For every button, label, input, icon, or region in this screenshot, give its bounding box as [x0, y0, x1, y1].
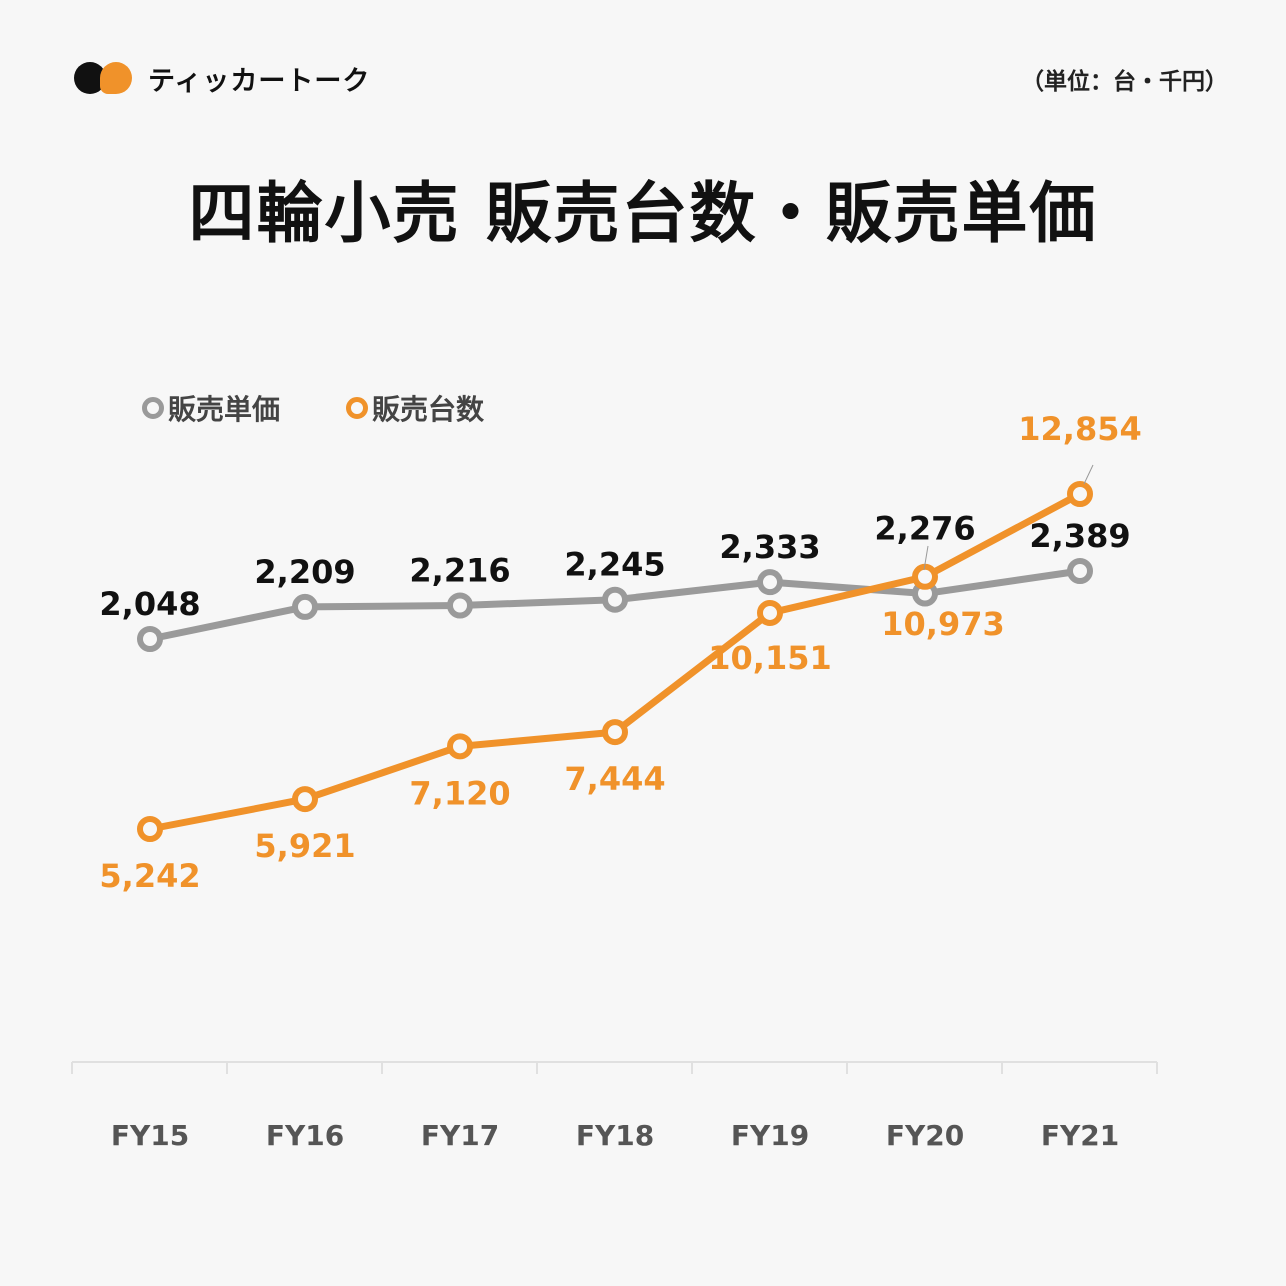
undefined-point [757, 599, 783, 626]
units-data-label: 7,120 [409, 774, 510, 812]
price-data-label: 2,245 [564, 546, 665, 584]
units-data-label: 7,444 [564, 760, 665, 798]
x-tick-label: FY17 [421, 1119, 499, 1152]
page-title: 四輪小売 販売台数・販売単価 [188, 175, 1098, 252]
units-data-label: 5,242 [99, 857, 200, 895]
price-data-label: 2,389 [1029, 517, 1130, 555]
unit-note: （単位：台・千円） [1021, 69, 1228, 95]
x-tick-label: FY15 [111, 1119, 189, 1152]
price-data-label: 2,276 [874, 510, 975, 548]
price-data-label: 2,209 [254, 553, 355, 591]
units-leader-line [1083, 464, 1094, 485]
units-data-label: 5,921 [254, 827, 355, 865]
chart-legend: 販売単価 販売台数 [142, 388, 484, 428]
undefined-point [912, 563, 938, 590]
brand: ティッカートーク [74, 58, 370, 98]
legend-item-units: 販売台数 [346, 388, 484, 428]
units-data-label: 12,854 [1018, 410, 1141, 448]
undefined-point [137, 816, 163, 842]
x-tick-label: FY21 [1041, 1119, 1119, 1152]
legend-label-price: 販売単価 [168, 393, 281, 426]
units-data-label: 10,151 [708, 639, 831, 677]
x-tick-label: FY16 [266, 1119, 344, 1152]
undefined-point [447, 733, 473, 760]
undefined-point [447, 592, 473, 619]
undefined-point [602, 586, 628, 613]
undefined-point [602, 719, 628, 746]
x-tick-label: FY20 [886, 1119, 964, 1152]
price-data-label: 2,333 [719, 528, 820, 566]
price-data-label: 2,048 [99, 585, 200, 623]
undefined-point [1067, 481, 1093, 507]
legend-label-units: 販売台数 [372, 393, 485, 426]
price-leader-line [923, 545, 929, 571]
undefined-point [292, 593, 318, 620]
undefined-point [137, 626, 163, 652]
legend-marker-units [346, 397, 369, 419]
undefined-point [292, 786, 318, 813]
x-tick-label: FY19 [731, 1119, 809, 1152]
price-data-label: 2,216 [409, 551, 510, 589]
undefined-point [1067, 558, 1093, 584]
undefined-point [757, 569, 783, 596]
legend-marker-price [142, 397, 164, 419]
legend-item-price: 販売単価 [142, 388, 280, 428]
x-tick-label: FY18 [576, 1119, 654, 1152]
units-data-label: 10,973 [881, 605, 1004, 643]
logo-icon [74, 58, 136, 98]
brand-name: ティッカートーク [148, 65, 371, 97]
